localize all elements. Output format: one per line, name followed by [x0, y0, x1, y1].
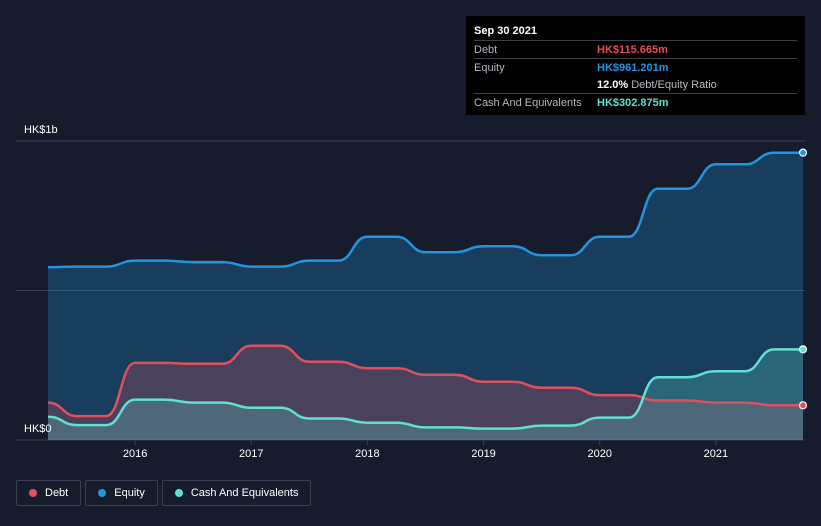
- y-axis-top-label: HK$1b: [24, 124, 58, 136]
- debt-line: [47, 344, 803, 418]
- legend-item-equity[interactable]: Equity: [85, 480, 158, 506]
- legend-item-debt[interactable]: Debt: [16, 480, 82, 506]
- cash-dot-icon: [174, 489, 183, 497]
- series-lines: [47, 151, 803, 430]
- equity-dot-icon: [98, 489, 107, 497]
- legend-item-cash[interactable]: Cash And Equivalents: [161, 480, 312, 506]
- x-tick-label-2021: 2021: [704, 448, 728, 460]
- series-areas: [48, 152, 803, 440]
- x-tick-label-2018: 2018: [355, 448, 379, 460]
- x-tick-label-2020: 2020: [587, 448, 611, 460]
- debt-end-point: [798, 401, 808, 410]
- x-axis-ticks: 2016 2017 2018 2019 2020 2021: [123, 440, 728, 460]
- x-tick-label-2019: 2019: [471, 448, 495, 460]
- equity-line: [47, 151, 803, 269]
- y-axis-bottom-label: HK$0: [24, 423, 52, 435]
- tooltip-row-cash: Cash And Equivalents HK$302.875m: [474, 93, 797, 111]
- cash-area: [48, 349, 803, 440]
- legend: Debt Equity Cash And Equivalents: [16, 480, 312, 506]
- tooltip-ratio-value: 12.0%: [597, 78, 629, 91]
- tooltip-debt-label: Debt: [474, 43, 498, 56]
- equity-area: [48, 152, 803, 440]
- tooltip-equity-value: HK$961.201m: [597, 61, 669, 74]
- x-tick-label-2016: 2016: [123, 448, 147, 460]
- series-end-dots: [798, 148, 808, 410]
- tooltip-debt-value: HK$115.665m: [597, 43, 668, 56]
- tooltip-row-equity: Equity HK$961.201m: [474, 58, 797, 76]
- equity-end-point: [798, 148, 808, 157]
- tooltip-panel: Sep 30 2021 Debt HK$115.665m Equity HK$9…: [466, 16, 805, 115]
- tooltip-cash-label: Cash And Equivalents: [474, 96, 582, 109]
- cash-line: [47, 348, 803, 430]
- x-tick-label-2017: 2017: [239, 448, 263, 460]
- legend-cash-label: Cash And Equivalents: [190, 487, 299, 499]
- legend-equity-label: Equity: [114, 487, 145, 499]
- tooltip-row-ratio: 12.0% Debt/Equity Ratio: [474, 76, 797, 93]
- cash-end-point: [798, 345, 808, 354]
- debt-dot-icon: [29, 489, 37, 497]
- grid: [16, 140, 805, 441]
- tooltip-ratio-label: Debt/Equity Ratio: [631, 78, 717, 91]
- tooltip-equity-label: Equity: [474, 61, 505, 74]
- tooltip-date: Sep 30 2021: [474, 25, 537, 37]
- legend-debt-label: Debt: [45, 487, 69, 499]
- tooltip-cash-value: HK$302.875m: [597, 96, 669, 109]
- tooltip-row-debt: Debt HK$115.665m: [474, 40, 797, 58]
